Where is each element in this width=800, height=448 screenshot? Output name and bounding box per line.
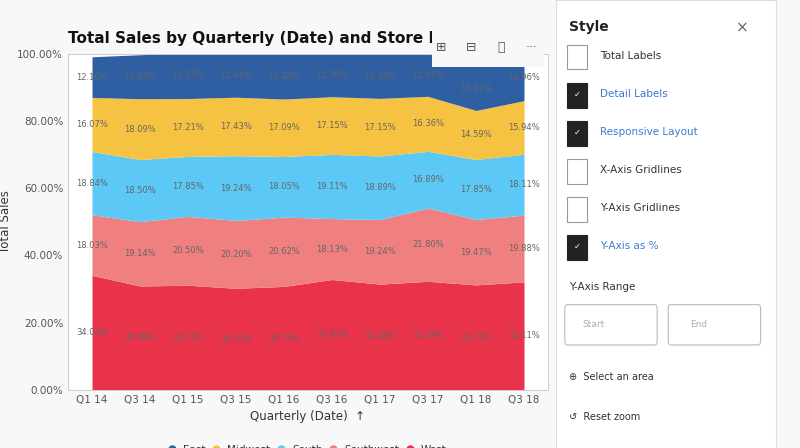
Text: 32.28%: 32.28% [412,331,444,340]
Bar [567,159,586,184]
Text: ↺  Reset zoom: ↺ Reset zoom [570,412,641,422]
Text: 18.11%: 18.11% [508,180,540,189]
Text: 20.20%: 20.20% [220,250,252,259]
Text: 12.79%: 12.79% [316,71,348,80]
Bar [567,235,586,260]
Text: 17.21%: 17.21% [172,123,204,132]
Text: 34.06%: 34.06% [76,328,108,337]
Text: 15.94%: 15.94% [508,123,540,132]
Text: 31.11%: 31.11% [172,333,204,342]
Text: Y-Axis as %: Y-Axis as % [600,241,658,251]
Text: 17.85%: 17.85% [172,182,204,191]
Text: 13.09%: 13.09% [124,72,156,81]
Text: 17.09%: 17.09% [268,123,300,132]
Text: 30.76%: 30.76% [268,334,300,343]
Text: 17.43%: 17.43% [220,122,252,131]
Bar [567,121,586,146]
Text: 19.47%: 19.47% [460,248,492,257]
Text: 18.89%: 18.89% [364,183,396,192]
Text: ⊕  Select an area: ⊕ Select an area [570,372,654,382]
Text: 13.53%: 13.53% [172,71,204,80]
Text: 16.07%: 16.07% [76,120,108,129]
Text: Y-Axis Range: Y-Axis Range [570,282,635,292]
Text: ✓: ✓ [574,242,581,251]
Y-axis label: Total Sales: Total Sales [0,190,12,253]
Text: Style: Style [570,20,609,34]
Legend: East, Midwest, South, Southwest, West: East, Midwest, South, Southwest, West [166,442,450,448]
Bar [567,45,586,69]
Text: 21.80%: 21.80% [412,240,444,249]
Text: 17.15%: 17.15% [316,121,348,130]
Text: ×: × [736,20,749,35]
Text: 16.36%: 16.36% [412,119,444,128]
Text: 17.15%: 17.15% [364,123,396,132]
Text: 12.10%: 12.10% [76,73,108,82]
Text: 19.24%: 19.24% [220,184,252,193]
Text: 20.62%: 20.62% [268,247,300,256]
Bar [567,197,586,222]
Text: 14.59%: 14.59% [460,130,492,139]
Text: ···: ··· [526,40,538,54]
Text: 13.28%: 13.28% [364,72,396,81]
Text: Total Labels: Total Labels [600,51,662,61]
Text: 19.24%: 19.24% [364,247,396,256]
Text: 📌: 📌 [498,40,505,54]
FancyBboxPatch shape [565,305,658,345]
Text: 19.14%: 19.14% [124,250,156,258]
Text: 18.05%: 18.05% [268,182,300,191]
Text: 17.85%: 17.85% [460,185,492,194]
Text: 13.48%: 13.48% [268,72,300,81]
Text: 30.89%: 30.89% [124,333,156,342]
Text: ⊟: ⊟ [466,40,477,54]
Text: Start: Start [582,320,605,329]
Text: 30.20%: 30.20% [220,335,252,344]
Text: 18.84%: 18.84% [76,179,108,188]
Text: 18.03%: 18.03% [76,241,108,250]
Text: End: End [690,320,707,329]
Text: 16.89%: 16.89% [412,175,444,184]
Text: 12.67%: 12.67% [412,70,444,80]
Text: Y-Axis Gridlines: Y-Axis Gridlines [600,203,680,213]
Text: 13.07%: 13.07% [460,84,492,93]
Text: X-Axis Gridlines: X-Axis Gridlines [600,165,682,175]
Text: ⊞: ⊞ [436,40,446,54]
FancyBboxPatch shape [668,305,761,345]
Text: 18.50%: 18.50% [124,186,156,195]
Text: 20.50%: 20.50% [172,246,204,255]
Text: 18.09%: 18.09% [124,125,156,134]
Text: Total Sales by Quarterly (Date) and Store Region: Total Sales by Quarterly (Date) and Stor… [68,30,488,46]
Text: 13.96%: 13.96% [508,73,540,82]
Text: 32.11%: 32.11% [508,332,540,340]
Text: 31.44%: 31.44% [364,332,396,341]
Text: Responsive Layout: Responsive Layout [600,127,698,137]
X-axis label: Quarterly (Date)  ↑: Quarterly (Date) ↑ [250,410,366,423]
Text: 12.94%: 12.94% [220,71,252,80]
Text: 19.11%: 19.11% [316,182,348,191]
Text: 19.88%: 19.88% [508,244,540,253]
Bar [567,83,586,108]
Text: 31.21%: 31.21% [460,333,492,342]
Text: ✓: ✓ [574,90,581,99]
Text: 18.13%: 18.13% [316,245,348,254]
Text: 32.82%: 32.82% [316,330,348,339]
Text: ✓: ✓ [574,128,581,137]
Text: Detail Labels: Detail Labels [600,89,668,99]
